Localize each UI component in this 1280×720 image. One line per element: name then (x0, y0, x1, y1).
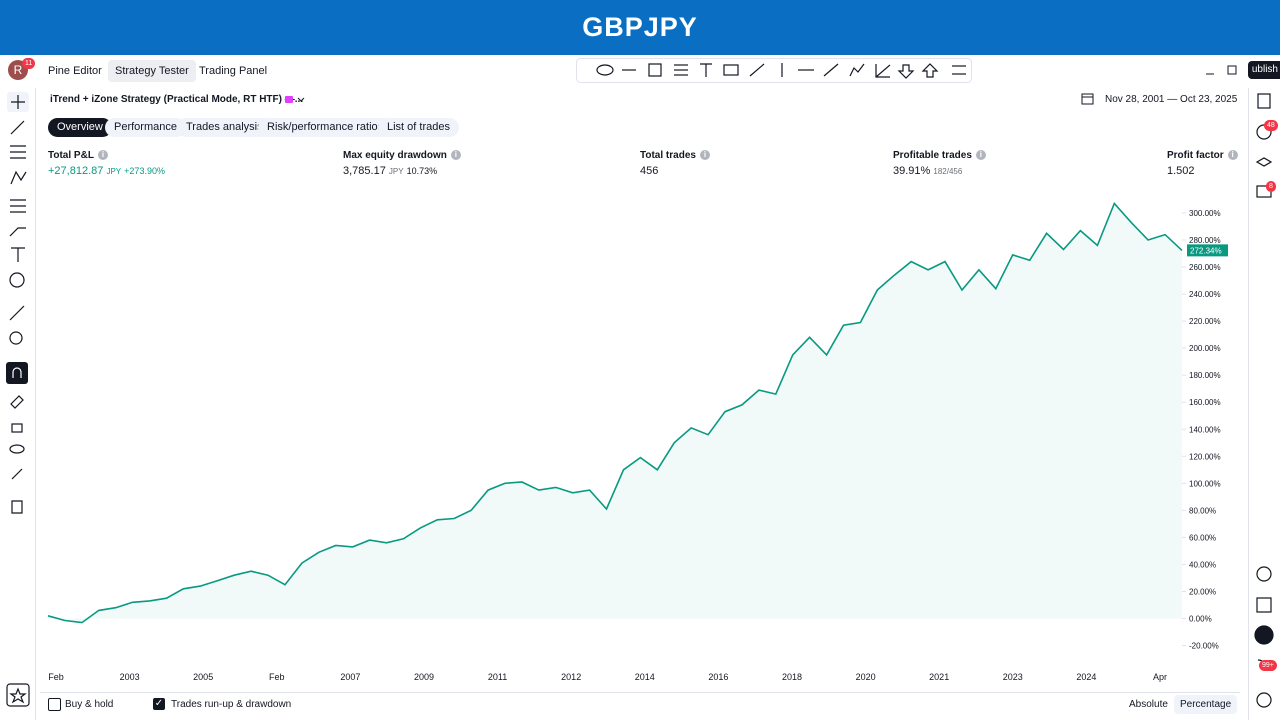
y-tick-label: 260.00% (1189, 263, 1221, 272)
subtab[interactable]: Performance (105, 118, 186, 137)
date-range[interactable]: Nov 28, 2001 — Oct 23, 2025 (1105, 94, 1238, 105)
percentage-toggle[interactable]: Percentage (1174, 695, 1238, 714)
y-tick-label: 300.00% (1189, 209, 1221, 218)
absolute-toggle[interactable]: Absolute (1129, 699, 1168, 710)
y-tick-label: 240.00% (1189, 290, 1221, 299)
x-tick-label: 2014 (635, 672, 655, 682)
toolbar-icons[interactable] (596, 63, 966, 79)
tab[interactable]: Strategy Tester (108, 60, 196, 82)
metric-label-text: Profit factor (1167, 150, 1224, 161)
metric-value-text: 3,785.17 (343, 165, 386, 177)
calendar-icon[interactable] (1081, 92, 1095, 106)
y-tick-label: 40.00% (1189, 560, 1216, 569)
metric-label-text: Total P&L (48, 150, 94, 161)
metric-extra: +273.90% (124, 166, 165, 176)
metric-value-text: +27,812.87 (48, 165, 104, 177)
y-tick-label: 160.00% (1189, 398, 1221, 407)
metric-unit: JPY (106, 167, 122, 176)
runup-label[interactable]: Trades run-up & drawdown (171, 699, 292, 710)
x-tick-label: 2005 (193, 672, 213, 682)
equity-area (48, 203, 1182, 623)
metric-extra: 10.73% (406, 166, 438, 176)
y-tick-label: 200.00% (1189, 344, 1221, 353)
tool-icons[interactable] (6, 92, 30, 707)
y-tick-label: 80.00% (1189, 506, 1216, 515)
strategy-icons[interactable] (284, 94, 306, 106)
metric-label: Profitable trades i (893, 150, 986, 161)
metric-extra: 182/456 (933, 167, 963, 176)
footer-divider (40, 692, 1240, 693)
x-tick-label: 2018 (782, 672, 802, 682)
last-value-label: 272.34% (1190, 246, 1222, 255)
y-tick-label: 100.00% (1189, 479, 1221, 488)
y-tick-label: 20.00% (1189, 587, 1216, 596)
window-controls[interactable] (1200, 62, 1240, 78)
x-tick-label: Apr (1153, 672, 1167, 682)
y-tick-label: 0.00% (1189, 615, 1212, 624)
last-value-box (1187, 244, 1228, 257)
x-tick-label: 2011 (488, 672, 507, 682)
avatar-badge: 11 (22, 58, 36, 69)
header-title: GBPJPY (0, 0, 1280, 55)
checkbox-checked[interactable]: ✓ (153, 698, 165, 710)
info-icon[interactable]: i (975, 150, 986, 161)
subtab[interactable]: Trades analysis (177, 118, 272, 137)
strategy-name[interactable]: iTrend + iZone Strategy (Practical Mode,… (50, 94, 304, 105)
x-tick-label: Feb (48, 672, 64, 682)
info-icon[interactable]: i (699, 150, 710, 161)
tab[interactable]: Pine Editor (48, 65, 102, 77)
subtab[interactable]: Overview (48, 118, 112, 137)
x-tick-label: 2024 (1076, 672, 1096, 682)
metric-value: 456 (640, 165, 659, 177)
y-tick-label: -20.00% (1189, 642, 1219, 651)
x-tick-label: 2003 (120, 672, 140, 682)
metric-value: 3,785.17 JPY 10.73% (343, 165, 437, 177)
info-icon[interactable]: i (1227, 150, 1238, 161)
metric-value: +27,812.87 JPY +273.90% (48, 165, 165, 177)
info-icon[interactable]: i (450, 150, 461, 161)
metric-label: Max equity drawdown i (343, 150, 461, 161)
metric-label-text: Profitable trades (893, 150, 972, 161)
drawing-toolbar (576, 58, 972, 83)
equity-line (47, 202, 1183, 624)
x-tick-label: 2016 (708, 672, 728, 682)
metric-label-text: Total trades (640, 150, 696, 161)
metric-unit: JPY (388, 167, 404, 176)
notification-badge: 8 (1266, 181, 1276, 192)
subtab[interactable]: Risk/performance ratios (258, 118, 393, 137)
metric-label: Total trades i (640, 150, 710, 161)
x-tick-label: Feb (269, 672, 285, 682)
y-tick-label: 220.00% (1189, 317, 1221, 326)
notification-badge: 99+ (1259, 660, 1277, 671)
buy-hold-label[interactable]: Buy & hold (65, 699, 114, 710)
metric-label: Total P&L i (48, 150, 108, 161)
subtab[interactable]: List of trades (378, 118, 459, 137)
metric-label-text: Max equity drawdown (343, 150, 447, 161)
publish-button[interactable]: ublish (1248, 61, 1280, 79)
y-tick-label: 60.00% (1189, 533, 1216, 542)
y-tick-label: 180.00% (1189, 371, 1221, 380)
y-tick-label: 280.00% (1189, 236, 1221, 245)
x-tick-label: 2007 (340, 672, 360, 682)
x-tick-label: 2023 (1003, 672, 1023, 682)
metric-label: Profit factor i (1167, 150, 1238, 161)
info-icon[interactable]: i (97, 150, 108, 161)
x-tick-label: 2009 (414, 672, 434, 682)
y-tick-label: 140.00% (1189, 425, 1221, 434)
metric-value: 1.502 (1167, 165, 1195, 177)
y-tick-label: 120.00% (1189, 452, 1221, 461)
x-tick-label: 2021 (929, 672, 949, 682)
x-tick-label: 2012 (561, 672, 581, 682)
left-toolbar (6, 88, 36, 720)
notification-badge: 48 (1264, 120, 1278, 131)
x-tick-label: 2020 (856, 672, 876, 682)
checkbox[interactable] (48, 698, 61, 711)
tab[interactable]: Trading Panel (199, 65, 268, 77)
metric-value-text: 39.91% (893, 165, 931, 177)
metric-value: 39.91% 182/456 (893, 165, 962, 177)
